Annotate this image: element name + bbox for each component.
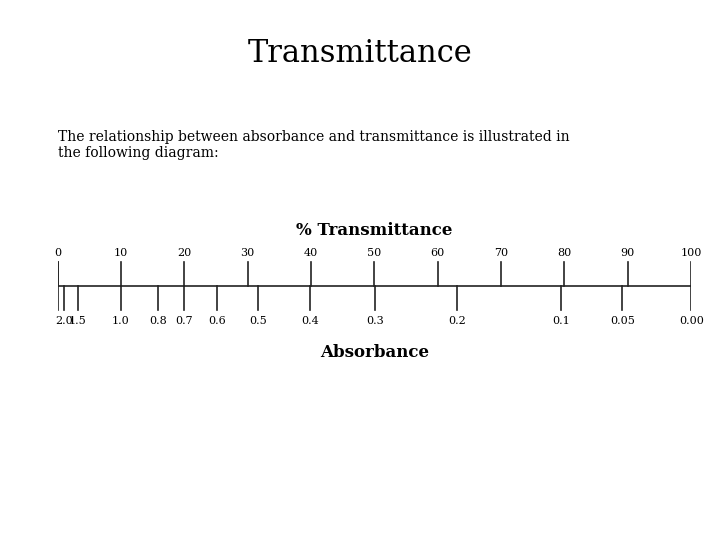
- Text: 20: 20: [177, 248, 192, 259]
- Text: 0: 0: [54, 248, 61, 259]
- Text: 40: 40: [304, 248, 318, 259]
- Text: 0.2: 0.2: [449, 316, 467, 326]
- Text: 0.05: 0.05: [610, 316, 635, 326]
- Text: 0.5: 0.5: [249, 316, 267, 326]
- Text: 80: 80: [557, 248, 572, 259]
- Text: 0.00: 0.00: [679, 316, 703, 326]
- Text: 10: 10: [114, 248, 128, 259]
- Text: 2.0: 2.0: [55, 316, 73, 326]
- Text: 1.5: 1.5: [69, 316, 86, 326]
- Text: 90: 90: [621, 248, 635, 259]
- Text: 30: 30: [240, 248, 255, 259]
- Text: 0.1: 0.1: [552, 316, 570, 326]
- Text: % Transmittance: % Transmittance: [296, 222, 453, 239]
- Text: 0.4: 0.4: [301, 316, 319, 326]
- Text: Transmittance: Transmittance: [248, 38, 472, 69]
- Text: 50: 50: [367, 248, 382, 259]
- Text: The relationship between absorbance and transmittance is illustrated in
the foll: The relationship between absorbance and …: [58, 130, 570, 160]
- Text: Absorbance: Absorbance: [320, 343, 429, 361]
- Text: 0.8: 0.8: [149, 316, 167, 326]
- Text: 60: 60: [431, 248, 445, 259]
- Text: 0.3: 0.3: [366, 316, 384, 326]
- Text: 70: 70: [494, 248, 508, 259]
- Text: 1.0: 1.0: [112, 316, 130, 326]
- Text: 0.6: 0.6: [208, 316, 225, 326]
- Text: 0.7: 0.7: [175, 316, 193, 326]
- Text: 100: 100: [680, 248, 702, 259]
